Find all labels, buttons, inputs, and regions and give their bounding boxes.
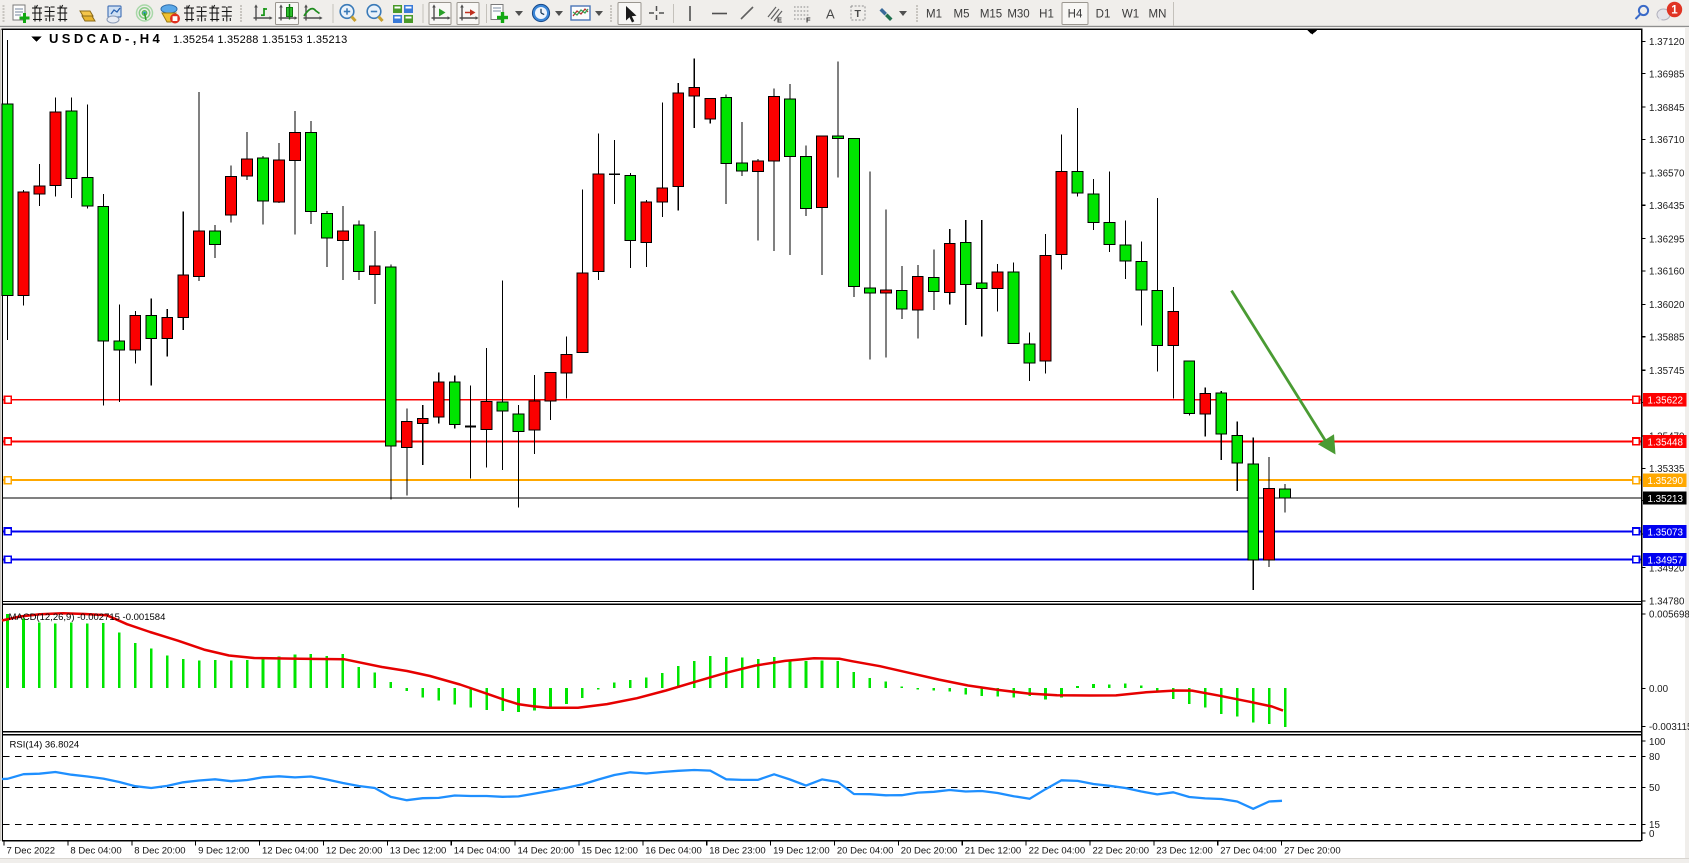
svg-text:A: A xyxy=(826,7,835,22)
svg-text:13 Dec 12:00: 13 Dec 12:00 xyxy=(390,846,447,857)
svg-text:1.36985: 1.36985 xyxy=(1649,69,1685,80)
svg-text:23 Dec 12:00: 23 Dec 12:00 xyxy=(1156,846,1213,857)
svg-text:1.35254 1.35288 1.35153 1.3521: 1.35254 1.35288 1.35153 1.35213 xyxy=(173,34,347,46)
svg-text:12 Dec 04:00: 12 Dec 04:00 xyxy=(262,846,319,857)
svg-text:22 Dec 04:00: 22 Dec 04:00 xyxy=(1029,846,1086,857)
svg-text:27 Dec 04:00: 27 Dec 04:00 xyxy=(1220,846,1277,857)
svg-text:9 Dec 12:00: 9 Dec 12:00 xyxy=(198,846,249,857)
svg-text:20 Dec 04:00: 20 Dec 04:00 xyxy=(837,846,894,857)
svg-text:19 Dec 12:00: 19 Dec 12:00 xyxy=(773,846,830,857)
svg-text:RSI(14) 36.8024: RSI(14) 36.8024 xyxy=(10,739,80,750)
svg-text:1.37120: 1.37120 xyxy=(1649,37,1685,48)
svg-text:1.35335: 1.35335 xyxy=(1649,464,1685,475)
svg-text:14 Dec 20:00: 14 Dec 20:00 xyxy=(518,846,575,857)
svg-text:16 Dec 04:00: 16 Dec 04:00 xyxy=(645,846,702,857)
svg-text:D1: D1 xyxy=(1096,9,1111,21)
svg-text:H1: H1 xyxy=(1039,9,1054,21)
svg-text:15: 15 xyxy=(1649,820,1660,831)
svg-text:1.36845: 1.36845 xyxy=(1649,103,1685,114)
svg-text:22 Dec 20:00: 22 Dec 20:00 xyxy=(1093,846,1150,857)
svg-text:1.36020: 1.36020 xyxy=(1649,300,1685,311)
svg-text:8 Dec 20:00: 8 Dec 20:00 xyxy=(134,846,185,857)
svg-text:1.35885: 1.35885 xyxy=(1649,332,1685,343)
svg-text:M15: M15 xyxy=(980,9,1002,21)
svg-text:F: F xyxy=(806,16,811,25)
svg-text:M30: M30 xyxy=(1007,9,1029,21)
svg-text:0: 0 xyxy=(1649,829,1655,840)
svg-text:H4: H4 xyxy=(1068,9,1083,21)
svg-text:1.36295: 1.36295 xyxy=(1649,234,1685,245)
svg-text:M1: M1 xyxy=(926,9,942,21)
svg-text:7 Dec 2022: 7 Dec 2022 xyxy=(7,846,56,857)
svg-text:18 Dec 23:00: 18 Dec 23:00 xyxy=(709,846,766,857)
svg-text:50: 50 xyxy=(1649,783,1660,794)
svg-text:1.35448: 1.35448 xyxy=(1648,437,1684,448)
svg-text:1.34957: 1.34957 xyxy=(1648,555,1683,566)
svg-text:27 Dec 20:00: 27 Dec 20:00 xyxy=(1284,846,1341,857)
svg-text:M5: M5 xyxy=(954,9,970,21)
svg-text:MACD(12,26,9) -0.002715 -0.001: MACD(12,26,9) -0.002715 -0.001584 xyxy=(9,612,166,623)
svg-text:1.36435: 1.36435 xyxy=(1649,201,1685,212)
svg-text:20 Dec 20:00: 20 Dec 20:00 xyxy=(901,846,958,857)
svg-text:USDCAD-,H4: USDCAD-,H4 xyxy=(49,31,163,46)
svg-text:21 Dec 12:00: 21 Dec 12:00 xyxy=(965,846,1022,857)
svg-text:1.34780: 1.34780 xyxy=(1649,597,1685,608)
svg-text:1.35622: 1.35622 xyxy=(1648,396,1683,407)
svg-text:1.35213: 1.35213 xyxy=(1648,494,1684,505)
svg-text:T: T xyxy=(855,8,862,20)
svg-text:0.005698: 0.005698 xyxy=(1649,610,1689,621)
svg-text:12 Dec 20:00: 12 Dec 20:00 xyxy=(326,846,383,857)
svg-text:W1: W1 xyxy=(1122,9,1139,21)
svg-text:1.35073: 1.35073 xyxy=(1648,527,1684,538)
svg-text:8 Dec 04:00: 8 Dec 04:00 xyxy=(70,846,121,857)
svg-text:15 Dec 12:00: 15 Dec 12:00 xyxy=(581,846,638,857)
svg-text:1.36160: 1.36160 xyxy=(1649,267,1685,278)
svg-text:1.35290: 1.35290 xyxy=(1648,476,1684,487)
svg-text:14 Dec 04:00: 14 Dec 04:00 xyxy=(454,846,511,857)
svg-text:1.36570: 1.36570 xyxy=(1649,169,1685,180)
svg-text:1.35745: 1.35745 xyxy=(1649,366,1685,377)
svg-text:E: E xyxy=(777,16,782,25)
svg-text:1.36710: 1.36710 xyxy=(1649,135,1685,146)
svg-text:0.00: 0.00 xyxy=(1649,684,1669,695)
svg-text:1: 1 xyxy=(1671,5,1678,17)
svg-text:1.34920: 1.34920 xyxy=(1649,563,1685,574)
svg-text:MN: MN xyxy=(1149,9,1167,21)
svg-text:-0.003115: -0.003115 xyxy=(1649,722,1689,733)
svg-text:100: 100 xyxy=(1649,737,1666,748)
svg-text:80: 80 xyxy=(1649,752,1660,763)
